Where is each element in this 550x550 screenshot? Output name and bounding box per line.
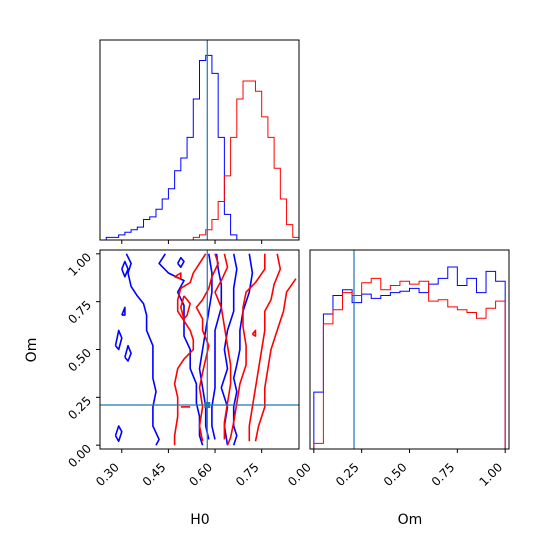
- blue-contour-line: [232, 253, 254, 446]
- h0-histogram-blue: [100, 54, 299, 241]
- om-x-axis-label: Om: [398, 512, 423, 528]
- red-contour-line: [248, 253, 282, 442]
- om-histogram-steps: [313, 266, 506, 449]
- om-tick-label: 1.00: [477, 460, 506, 489]
- om-tick-label: 0.25: [333, 460, 362, 489]
- om-x-ticks: 0.00 0.25 0.50 0.75 1.00: [285, 449, 506, 489]
- red-contour-line: [226, 253, 266, 446]
- om-histogram-panel: 0.00 0.25 0.50 0.75 1.00 Om: [285, 249, 510, 528]
- h0-tick-label: 0.45: [140, 460, 169, 489]
- truth-marker: [204, 401, 211, 408]
- h0-histogram-frame: [99, 39, 300, 241]
- h0-histogram-panel: [99, 39, 300, 244]
- blue-contour-line: [114, 425, 123, 443]
- om-y-axis-label: Om: [24, 338, 40, 363]
- blue-contour-line: [121, 306, 126, 316]
- contour-panel: 0.30 0.45 0.60 0.75 0.00 0.25 0.50 0.75 1.00 H0…: [24, 249, 300, 528]
- om-y-ticks: 0.00 0.25 0.50 0.75 1.00: [65, 250, 100, 470]
- om-y-tick-label: 0.25: [65, 394, 94, 423]
- om-tick-label: 0.50: [381, 460, 410, 489]
- om-histogram-blue: [313, 266, 506, 449]
- blue-contour-line: [158, 253, 204, 446]
- blue-contour-line: [125, 253, 160, 446]
- om-tick-label: 0.75: [429, 460, 458, 489]
- red-contour-line: [173, 253, 207, 446]
- h0-histogram-steps: [100, 54, 300, 241]
- h0-x-axis-label: H0: [190, 512, 209, 528]
- om-y-tick-label: 0.50: [65, 346, 94, 375]
- blue-contour-line: [198, 253, 213, 440]
- red-contour-line: [180, 295, 191, 320]
- om-y-tick-label: 1.00: [65, 250, 94, 279]
- blue-contour-line: [121, 260, 129, 278]
- h0-x-ticks: 0.30 0.45 0.60 0.75: [93, 449, 263, 489]
- red-contour-line: [251, 329, 257, 337]
- blue-contour-line: [114, 329, 123, 351]
- om-tick-label: 0.00: [285, 460, 314, 489]
- blue-contour-line: [211, 253, 223, 440]
- h0-tick-label: 0.30: [93, 460, 122, 489]
- h0-tick-label: 0.75: [233, 460, 262, 489]
- red-contour-line: [174, 272, 182, 280]
- red-contour-line: [214, 253, 232, 440]
- blue-contour-line: [124, 344, 132, 362]
- blue-contour-line: [176, 256, 185, 268]
- om-histogram-frame: [309, 249, 510, 450]
- h0-tick-label: 0.60: [186, 460, 215, 489]
- h0-histogram-red: [100, 80, 300, 241]
- om-histogram-red: [313, 277, 506, 449]
- red-contour-line: [254, 278, 297, 442]
- contour-lines: [114, 253, 297, 446]
- h0-histogram-x-ticks: [121, 240, 263, 244]
- om-y-tick-label: 0.75: [65, 298, 94, 327]
- om-y-tick-label: 0.00: [65, 441, 94, 470]
- red-contour-line: [195, 253, 219, 442]
